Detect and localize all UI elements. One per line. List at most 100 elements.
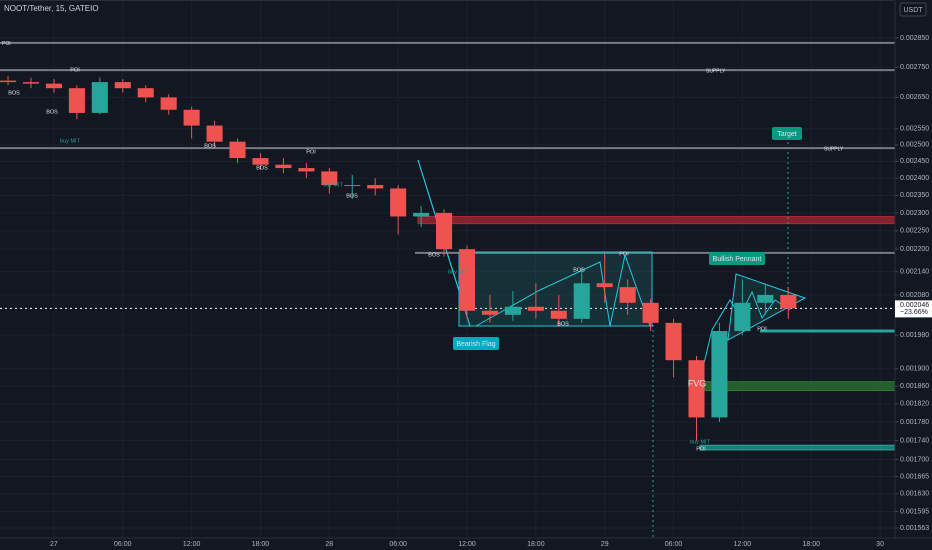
candle-body	[22, 82, 40, 84]
y-tick-label: 0.002500	[900, 142, 929, 149]
x-tick-label: 06:00	[114, 541, 132, 548]
candle-body	[550, 310, 567, 319]
candle-body	[298, 168, 315, 172]
candle-body	[413, 212, 430, 217]
zone	[699, 381, 896, 392]
candle-body	[321, 171, 338, 186]
candle-body	[137, 88, 154, 98]
candle-body	[275, 164, 292, 169]
candle-body	[688, 360, 705, 418]
annotation: POI	[306, 149, 316, 155]
annotation: buy MIT	[448, 269, 469, 275]
candle-body	[711, 331, 728, 418]
x-tick-label: 12:00	[458, 541, 476, 548]
y-tick-label: 0.001780	[900, 419, 929, 426]
x-tick-label: 06:00	[389, 541, 407, 548]
candle-body	[780, 294, 797, 309]
currency: USDT	[903, 7, 923, 14]
pennant-label: Bullish Pennant	[713, 256, 762, 263]
annotation: BOS	[8, 90, 20, 96]
last-price-label: 0.002046	[900, 302, 929, 309]
target-box	[772, 127, 802, 140]
annotation: BOS	[557, 321, 569, 327]
y-tick-label: 0.001595	[900, 508, 929, 515]
x-tick-label: 28	[325, 541, 333, 548]
y-tick-label: 0.002650	[900, 94, 929, 101]
symbol-title: NOOT/Tether, 15, GATEIO	[4, 4, 99, 13]
level-label: POI	[2, 41, 11, 47]
y-tick-label: 0.002140	[900, 269, 929, 276]
level-label: SUPPLY	[824, 147, 844, 153]
y-tick-label: 0.002350	[900, 192, 929, 199]
zone	[699, 444, 896, 451]
annotation: POI	[70, 67, 80, 73]
candle-body	[596, 283, 613, 288]
candle-body	[344, 185, 361, 187]
y-tick-label: 0.002850	[900, 35, 929, 42]
candle-body	[504, 306, 521, 315]
annotation: POI	[696, 446, 706, 452]
annotation: BOS	[573, 267, 585, 273]
last-price-box	[895, 300, 932, 318]
x-tick-label: 12:00	[734, 541, 752, 548]
y-tick-label: 0.001700	[900, 456, 929, 463]
candle-body	[45, 83, 62, 89]
annotation: buy MIT	[690, 439, 711, 445]
candle-body	[757, 294, 774, 303]
pennant-box	[709, 252, 765, 265]
x-tick-label: 27	[50, 541, 58, 548]
candle-body	[734, 302, 751, 332]
x-tick-label: 29	[601, 541, 609, 548]
y-tick-label: 0.001563	[900, 525, 929, 532]
axes: 0.002850 0.002750 0.002650 0.002550 0.002500…	[50, 35, 932, 548]
y-tick-label: 0.001665	[900, 473, 929, 480]
candle-body	[390, 188, 407, 217]
annotation: BOS	[256, 165, 268, 171]
candle-body	[367, 185, 384, 189]
candle-body	[436, 212, 453, 250]
y-tick-label: 0.002450	[900, 158, 929, 165]
candle-body	[619, 287, 636, 303]
y-tick-label: 0.002080	[900, 292, 929, 299]
y-tick-label: 0.002550	[900, 126, 929, 133]
candle-body	[458, 249, 476, 311]
candles	[0, 76, 797, 441]
candle-body	[0, 80, 17, 83]
candle-body	[665, 322, 682, 361]
candle-body	[527, 306, 544, 311]
annotation: POI	[757, 326, 767, 332]
y-tick-label: 0.002200	[900, 246, 929, 253]
target-label: Target	[777, 131, 797, 138]
candle-body	[114, 82, 131, 89]
annotation: POI	[619, 251, 629, 257]
x-tick-label: 12:00	[183, 541, 201, 548]
currency-box	[899, 2, 927, 17]
y-tick-label: 0.001900	[900, 366, 929, 373]
annotation: BOS	[428, 252, 440, 258]
candle-body	[91, 82, 108, 113]
flag-label: Bearish Flag	[456, 341, 495, 348]
price-axis	[895, 0, 932, 550]
candle-body	[229, 141, 246, 159]
x-tick-label: 06:00	[665, 541, 683, 548]
y-tick-label: 0.001820	[900, 401, 929, 408]
candle-body	[573, 283, 590, 319]
candle-body	[252, 158, 269, 165]
annotation: FVG	[688, 378, 707, 388]
level-label: SUPPLY	[706, 68, 726, 74]
zone	[417, 215, 896, 225]
annotation: buy MIT	[323, 182, 344, 188]
y-tick-label: 0.002250	[900, 228, 929, 235]
annotation: BOS	[46, 109, 58, 115]
y-tick-label: 0.001980	[900, 332, 929, 339]
candle-body	[183, 109, 200, 126]
y-tick-label: 0.002300	[900, 210, 929, 217]
y-tick-label: 0.001860	[900, 383, 929, 390]
x-tick-label: 30	[876, 541, 884, 548]
candle-body	[481, 310, 498, 315]
change-label: −23.66%	[900, 309, 928, 316]
candle-body	[206, 125, 223, 142]
x-tick-label: 18:00	[252, 541, 270, 548]
